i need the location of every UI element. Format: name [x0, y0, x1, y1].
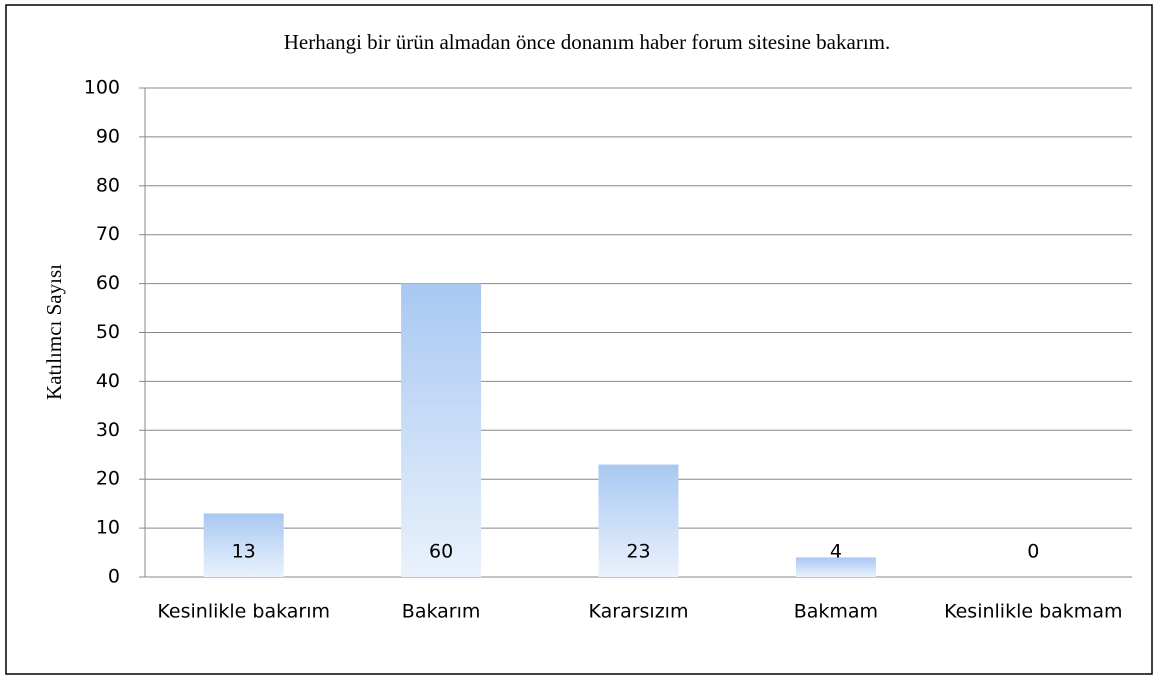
chart-frame [5, 4, 1153, 675]
bar [203, 513, 284, 577]
y-tick-label: 70 [96, 223, 120, 245]
y-tick-label: 40 [96, 370, 120, 392]
bar [401, 283, 482, 577]
bar [795, 557, 876, 577]
bar [598, 464, 679, 577]
y-tick-label: 80 [96, 174, 120, 196]
y-tick-label: 20 [96, 468, 120, 490]
y-tick-label: 0 [108, 566, 120, 588]
x-tick-label: Bakmam [794, 601, 878, 623]
data-label: 23 [626, 541, 650, 563]
data-label: 4 [830, 541, 842, 563]
chart-title: Herhangi bir ürün almadan önce donanım h… [284, 30, 890, 54]
x-tick-label: Kesinlikle bakarım [157, 601, 330, 623]
x-tick-label: Kararsızım [589, 601, 689, 623]
data-label: 60 [429, 541, 453, 563]
x-tick-label: Bakarım [402, 601, 481, 623]
y-tick-label: 100 [84, 77, 120, 99]
y-tick-label: 90 [96, 125, 120, 147]
y-axis-label: Katılımcı Sayısı [42, 264, 66, 400]
y-tick-label: 30 [96, 419, 120, 441]
data-label: 0 [1027, 541, 1039, 563]
y-tick-label: 10 [96, 517, 120, 539]
data-label: 13 [232, 541, 256, 563]
x-tick-label: Kesinlikle bakmam [944, 601, 1122, 623]
y-tick-label: 60 [96, 272, 120, 294]
y-tick-label: 50 [96, 321, 120, 343]
